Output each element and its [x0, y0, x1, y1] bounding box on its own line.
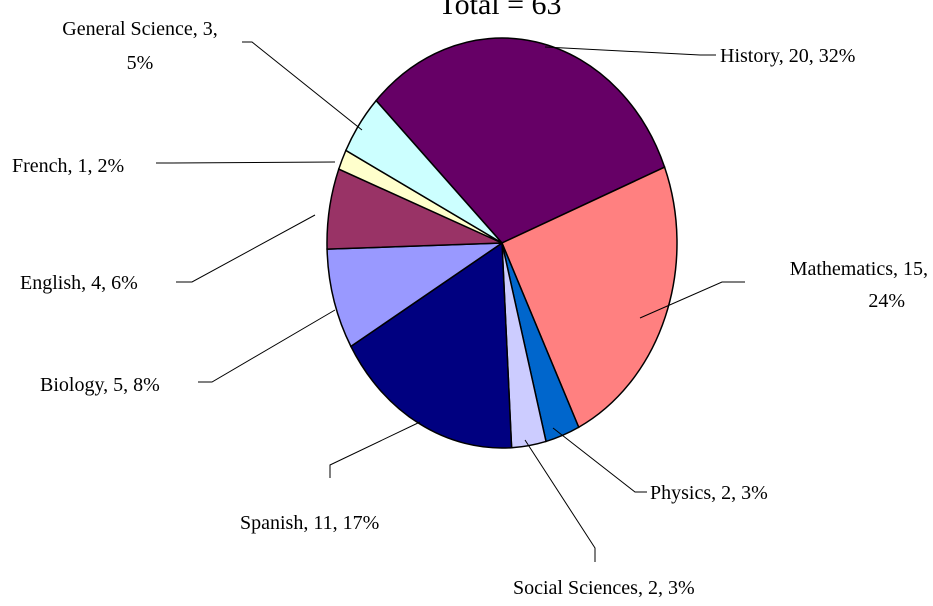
leader-line: [524, 439, 596, 562]
data-label: General Science, 3,: [62, 18, 217, 40]
data-label: History, 20, 32%: [720, 45, 855, 67]
pie-slice: [349, 241, 513, 449]
data-label: Physics, 2, 3%: [650, 482, 768, 504]
data-label: Spanish, 11, 17%: [240, 512, 379, 534]
data-label: Mathematics, 15,: [790, 258, 928, 280]
pie-slice: [501, 166, 678, 429]
leader-line: [552, 427, 647, 493]
leader-line: [544, 46, 716, 56]
data-label: English, 4, 6%: [20, 272, 138, 294]
leader-line: [329, 421, 421, 478]
data-label: French, 1, 2%: [12, 155, 124, 177]
leader-line: [242, 41, 363, 131]
data-label: Social Sciences, 2, 3%: [513, 577, 695, 599]
pie-slice: [344, 99, 503, 244]
data-label: 24%: [868, 290, 905, 312]
leader-line: [176, 214, 316, 283]
data-label: Biology, 5, 8%: [40, 374, 160, 396]
pie-slice: [326, 242, 505, 348]
pie-slice: [375, 37, 666, 244]
leader-line: [639, 281, 745, 319]
data-label: 5%: [127, 52, 154, 74]
leader-line: [198, 309, 336, 383]
chart-title: Total = 63: [438, 0, 561, 21]
leader-line: [156, 161, 336, 164]
